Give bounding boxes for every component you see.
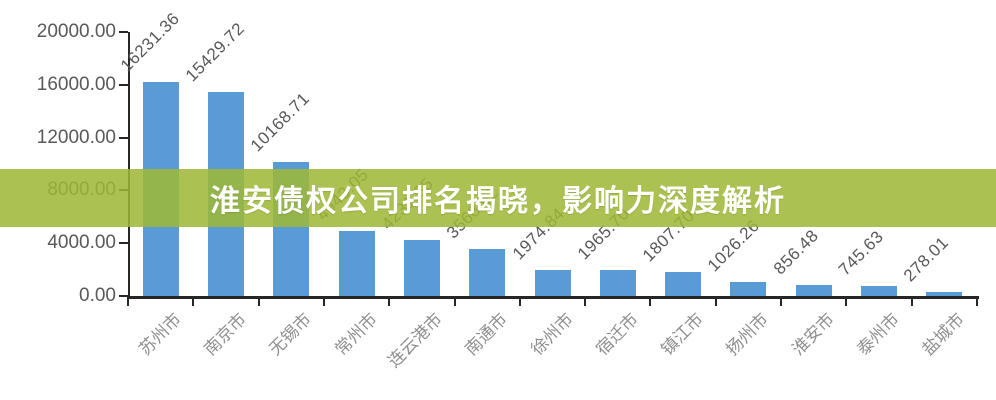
x-axis-label: 徐州市 <box>526 309 577 360</box>
x-axis-tick <box>845 297 848 306</box>
bar <box>599 270 636 296</box>
x-axis-label: 南京市 <box>200 309 250 360</box>
x-axis-label: 常州市 <box>331 309 381 360</box>
x-axis-tick <box>453 297 456 306</box>
x-axis-label: 宿迁市 <box>592 309 642 360</box>
y-axis-label: 0.00 <box>79 285 116 306</box>
bar <box>861 286 898 296</box>
x-axis-label: 淮安市 <box>788 309 838 360</box>
x-axis-tick <box>388 297 391 306</box>
x-axis-tick <box>322 297 325 306</box>
x-axis-label: 泰州市 <box>853 309 904 360</box>
x-axis-label: 苏州市 <box>135 309 185 360</box>
bar <box>730 282 767 296</box>
bar <box>469 248 506 296</box>
bar <box>403 240 440 296</box>
bar <box>338 230 375 296</box>
y-axis-tick <box>119 136 128 139</box>
y-axis-label: 20000.00 <box>36 21 116 42</box>
bar <box>534 269 571 296</box>
x-axis-label: 连云港市 <box>384 309 446 372</box>
y-axis-tick <box>119 242 128 245</box>
x-axis-label: 无锡市 <box>265 309 316 360</box>
x-axis-tick <box>649 297 652 306</box>
x-axis-tick <box>780 297 783 306</box>
x-axis-tick <box>910 297 913 306</box>
y-axis-tick <box>119 83 128 86</box>
y-axis-label: 4000.00 <box>47 232 116 254</box>
x-axis-tick <box>976 297 978 306</box>
x-axis-label: 镇江市 <box>657 309 708 360</box>
plot-area <box>128 32 979 299</box>
x-axis-tick <box>714 297 717 306</box>
x-axis-label: 扬州市 <box>722 309 773 360</box>
headline-title: 淮安债权公司排名揭晓，影响力深度解析 <box>210 185 786 218</box>
bar <box>926 292 963 296</box>
bar <box>665 272 702 296</box>
y-axis-tick <box>119 31 128 33</box>
y-axis-label: 16000.00 <box>36 73 116 95</box>
x-axis-tick <box>127 297 129 306</box>
x-axis-tick <box>192 297 195 306</box>
y-axis-label: 12000.00 <box>36 126 116 148</box>
x-axis-tick <box>518 297 521 306</box>
y-axis-tick <box>119 295 128 297</box>
x-axis-tick <box>584 297 587 306</box>
headline-banner: 淮安债权公司排名揭晓，影响力深度解析 <box>0 169 996 227</box>
x-axis-tick <box>257 297 260 306</box>
x-axis-label: 盐城市 <box>918 309 969 360</box>
x-axis-label: 南通市 <box>461 309 512 360</box>
bar <box>795 284 832 296</box>
